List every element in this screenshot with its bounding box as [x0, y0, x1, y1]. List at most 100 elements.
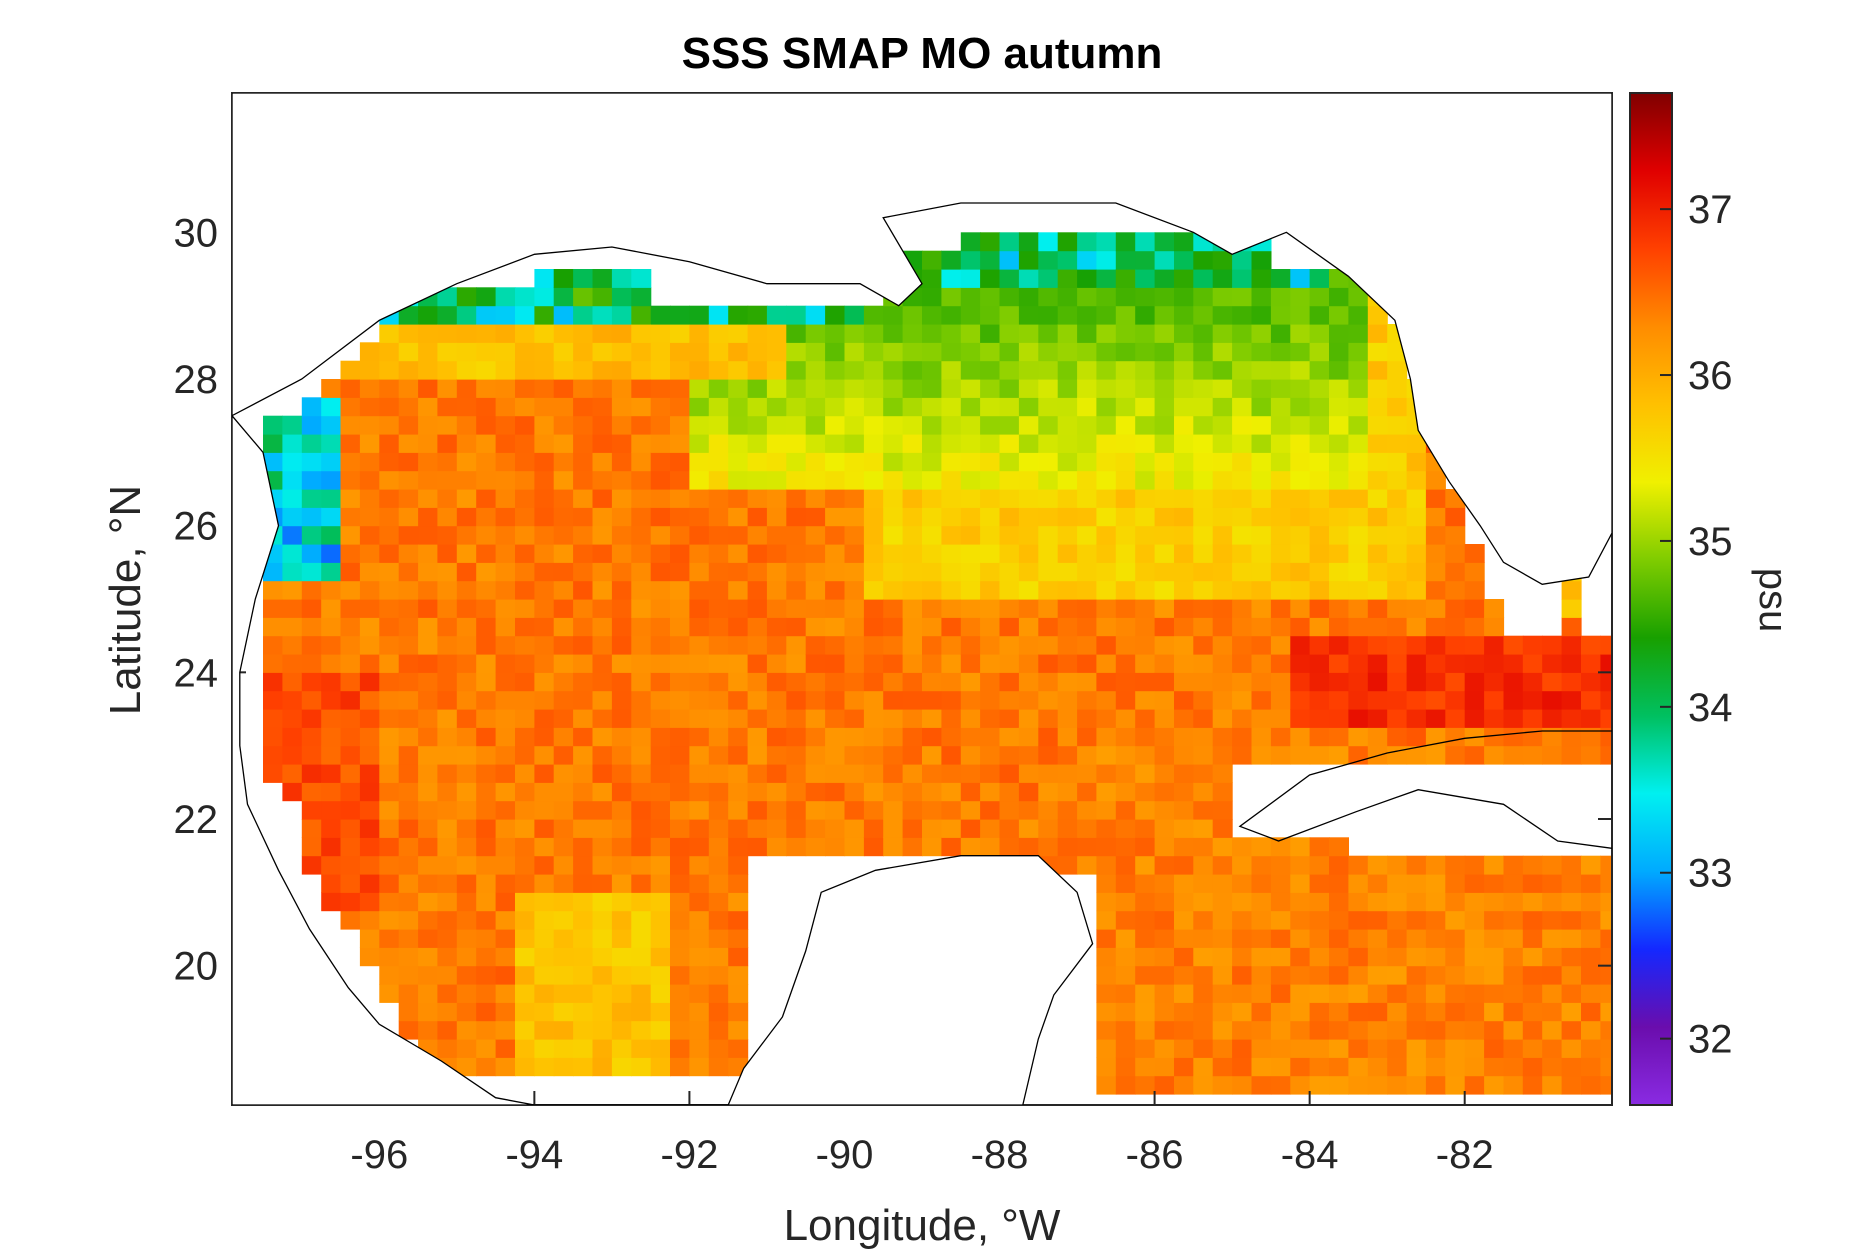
salinity-cell — [650, 1057, 671, 1077]
salinity-cell — [1581, 727, 1601, 747]
salinity-cell — [1251, 947, 1272, 967]
salinity-cell — [922, 635, 942, 655]
salinity-cell — [1251, 507, 1272, 527]
salinity-cell — [922, 654, 942, 673]
salinity-cell — [863, 434, 884, 453]
salinity-cell — [1581, 965, 1601, 985]
salinity-cell — [960, 232, 981, 252]
salinity-cell — [437, 415, 458, 435]
salinity-cell — [1425, 929, 1446, 948]
salinity-cell — [1057, 800, 1078, 820]
salinity-cell — [398, 709, 419, 728]
salinity-cell — [1290, 305, 1311, 325]
salinity-cell — [592, 1002, 613, 1022]
salinity-cell — [844, 690, 865, 710]
salinity-cell — [1387, 1002, 1408, 1022]
salinity-cell — [515, 709, 535, 728]
salinity-cell — [263, 654, 283, 673]
salinity-cell — [1115, 1057, 1136, 1077]
salinity-cell — [1445, 507, 1466, 527]
salinity-cell — [1251, 544, 1272, 563]
salinity-cell — [301, 800, 322, 820]
salinity-cell — [902, 837, 923, 857]
salinity-cell — [883, 360, 904, 380]
salinity-cell — [883, 544, 904, 563]
salinity-cell — [1387, 1039, 1408, 1058]
salinity-cell — [321, 874, 342, 893]
salinity-cell — [592, 544, 613, 563]
salinity-cell — [1329, 544, 1349, 563]
salinity-cell — [534, 1057, 555, 1077]
salinity-cell — [1057, 764, 1078, 783]
salinity-cell — [534, 397, 555, 417]
salinity-cell — [340, 819, 361, 838]
salinity-cell — [1581, 984, 1601, 1003]
salinity-cell — [1309, 672, 1330, 692]
salinity-cell — [1232, 544, 1253, 563]
salinity-cell — [1600, 1002, 1612, 1022]
salinity-cell — [1600, 1057, 1612, 1077]
salinity-cell — [1445, 855, 1466, 875]
salinity-cell — [902, 544, 923, 563]
salinity-cell — [728, 525, 749, 545]
salinity-cell — [1270, 434, 1291, 453]
salinity-cell — [495, 1057, 516, 1077]
salinity-cell — [263, 635, 283, 655]
salinity-cell — [1154, 782, 1175, 802]
salinity-cell — [960, 342, 981, 362]
salinity-cell — [941, 342, 962, 362]
salinity-cell — [1018, 562, 1039, 582]
salinity-cell — [1367, 1002, 1388, 1022]
salinity-cell — [1503, 1002, 1524, 1022]
salinity-cell — [650, 892, 671, 912]
salinity-cell — [418, 580, 439, 600]
salinity-cell — [379, 599, 400, 618]
salinity-cell — [1425, 709, 1446, 728]
salinity-cell — [1290, 489, 1311, 508]
salinity-cell — [592, 672, 613, 692]
salinity-cell — [1251, 269, 1272, 288]
salinity-cell — [573, 342, 594, 362]
salinity-cell — [301, 782, 322, 802]
salinity-cell — [1290, 654, 1311, 673]
salinity-cell — [1212, 324, 1233, 343]
salinity-cell — [689, 470, 710, 490]
salinity-cell — [1193, 654, 1214, 673]
salinity-cell — [553, 1039, 574, 1058]
salinity-cell — [631, 965, 652, 985]
salinity-cell — [534, 617, 555, 637]
salinity-cell — [960, 544, 981, 563]
salinity-cell — [359, 947, 380, 967]
salinity-cell — [1309, 892, 1330, 912]
salinity-cell — [670, 415, 690, 435]
salinity-cell — [553, 525, 574, 545]
salinity-cell — [1135, 397, 1156, 417]
salinity-cell — [611, 415, 632, 435]
salinity-cell — [883, 599, 904, 618]
salinity-cell — [1077, 764, 1098, 783]
salinity-cell — [1329, 1039, 1349, 1058]
salinity-cell — [999, 397, 1020, 417]
salinity-cell — [805, 709, 826, 728]
salinity-cell — [863, 544, 884, 563]
salinity-cell — [1522, 1075, 1543, 1095]
salinity-cell — [825, 342, 846, 362]
salinity-cell — [1174, 965, 1194, 985]
salinity-cell — [766, 819, 787, 838]
salinity-cell — [553, 544, 574, 563]
salinity-cell — [1174, 855, 1194, 875]
salinity-cell — [1581, 1057, 1601, 1077]
salinity-cell — [515, 580, 535, 600]
salinity-cell — [611, 947, 632, 967]
salinity-cell — [1329, 929, 1349, 948]
salinity-cell — [1406, 727, 1427, 747]
salinity-cell — [1232, 984, 1253, 1003]
salinity-cell — [534, 562, 555, 582]
salinity-cell — [359, 690, 380, 710]
salinity-cell — [1348, 287, 1369, 307]
salinity-cell — [1251, 672, 1272, 692]
salinity-cell — [1367, 562, 1388, 582]
salinity-cell — [1309, 415, 1330, 435]
salinity-cell — [1154, 232, 1175, 252]
salinity-cell — [1193, 965, 1214, 985]
